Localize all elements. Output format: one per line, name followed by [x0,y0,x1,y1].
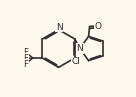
Text: O: O [95,23,102,32]
Text: F: F [23,60,28,69]
Text: N: N [77,44,83,53]
Text: Cl: Cl [71,57,80,66]
Text: F: F [23,54,28,63]
Text: F: F [23,48,28,57]
Text: N: N [56,23,62,32]
